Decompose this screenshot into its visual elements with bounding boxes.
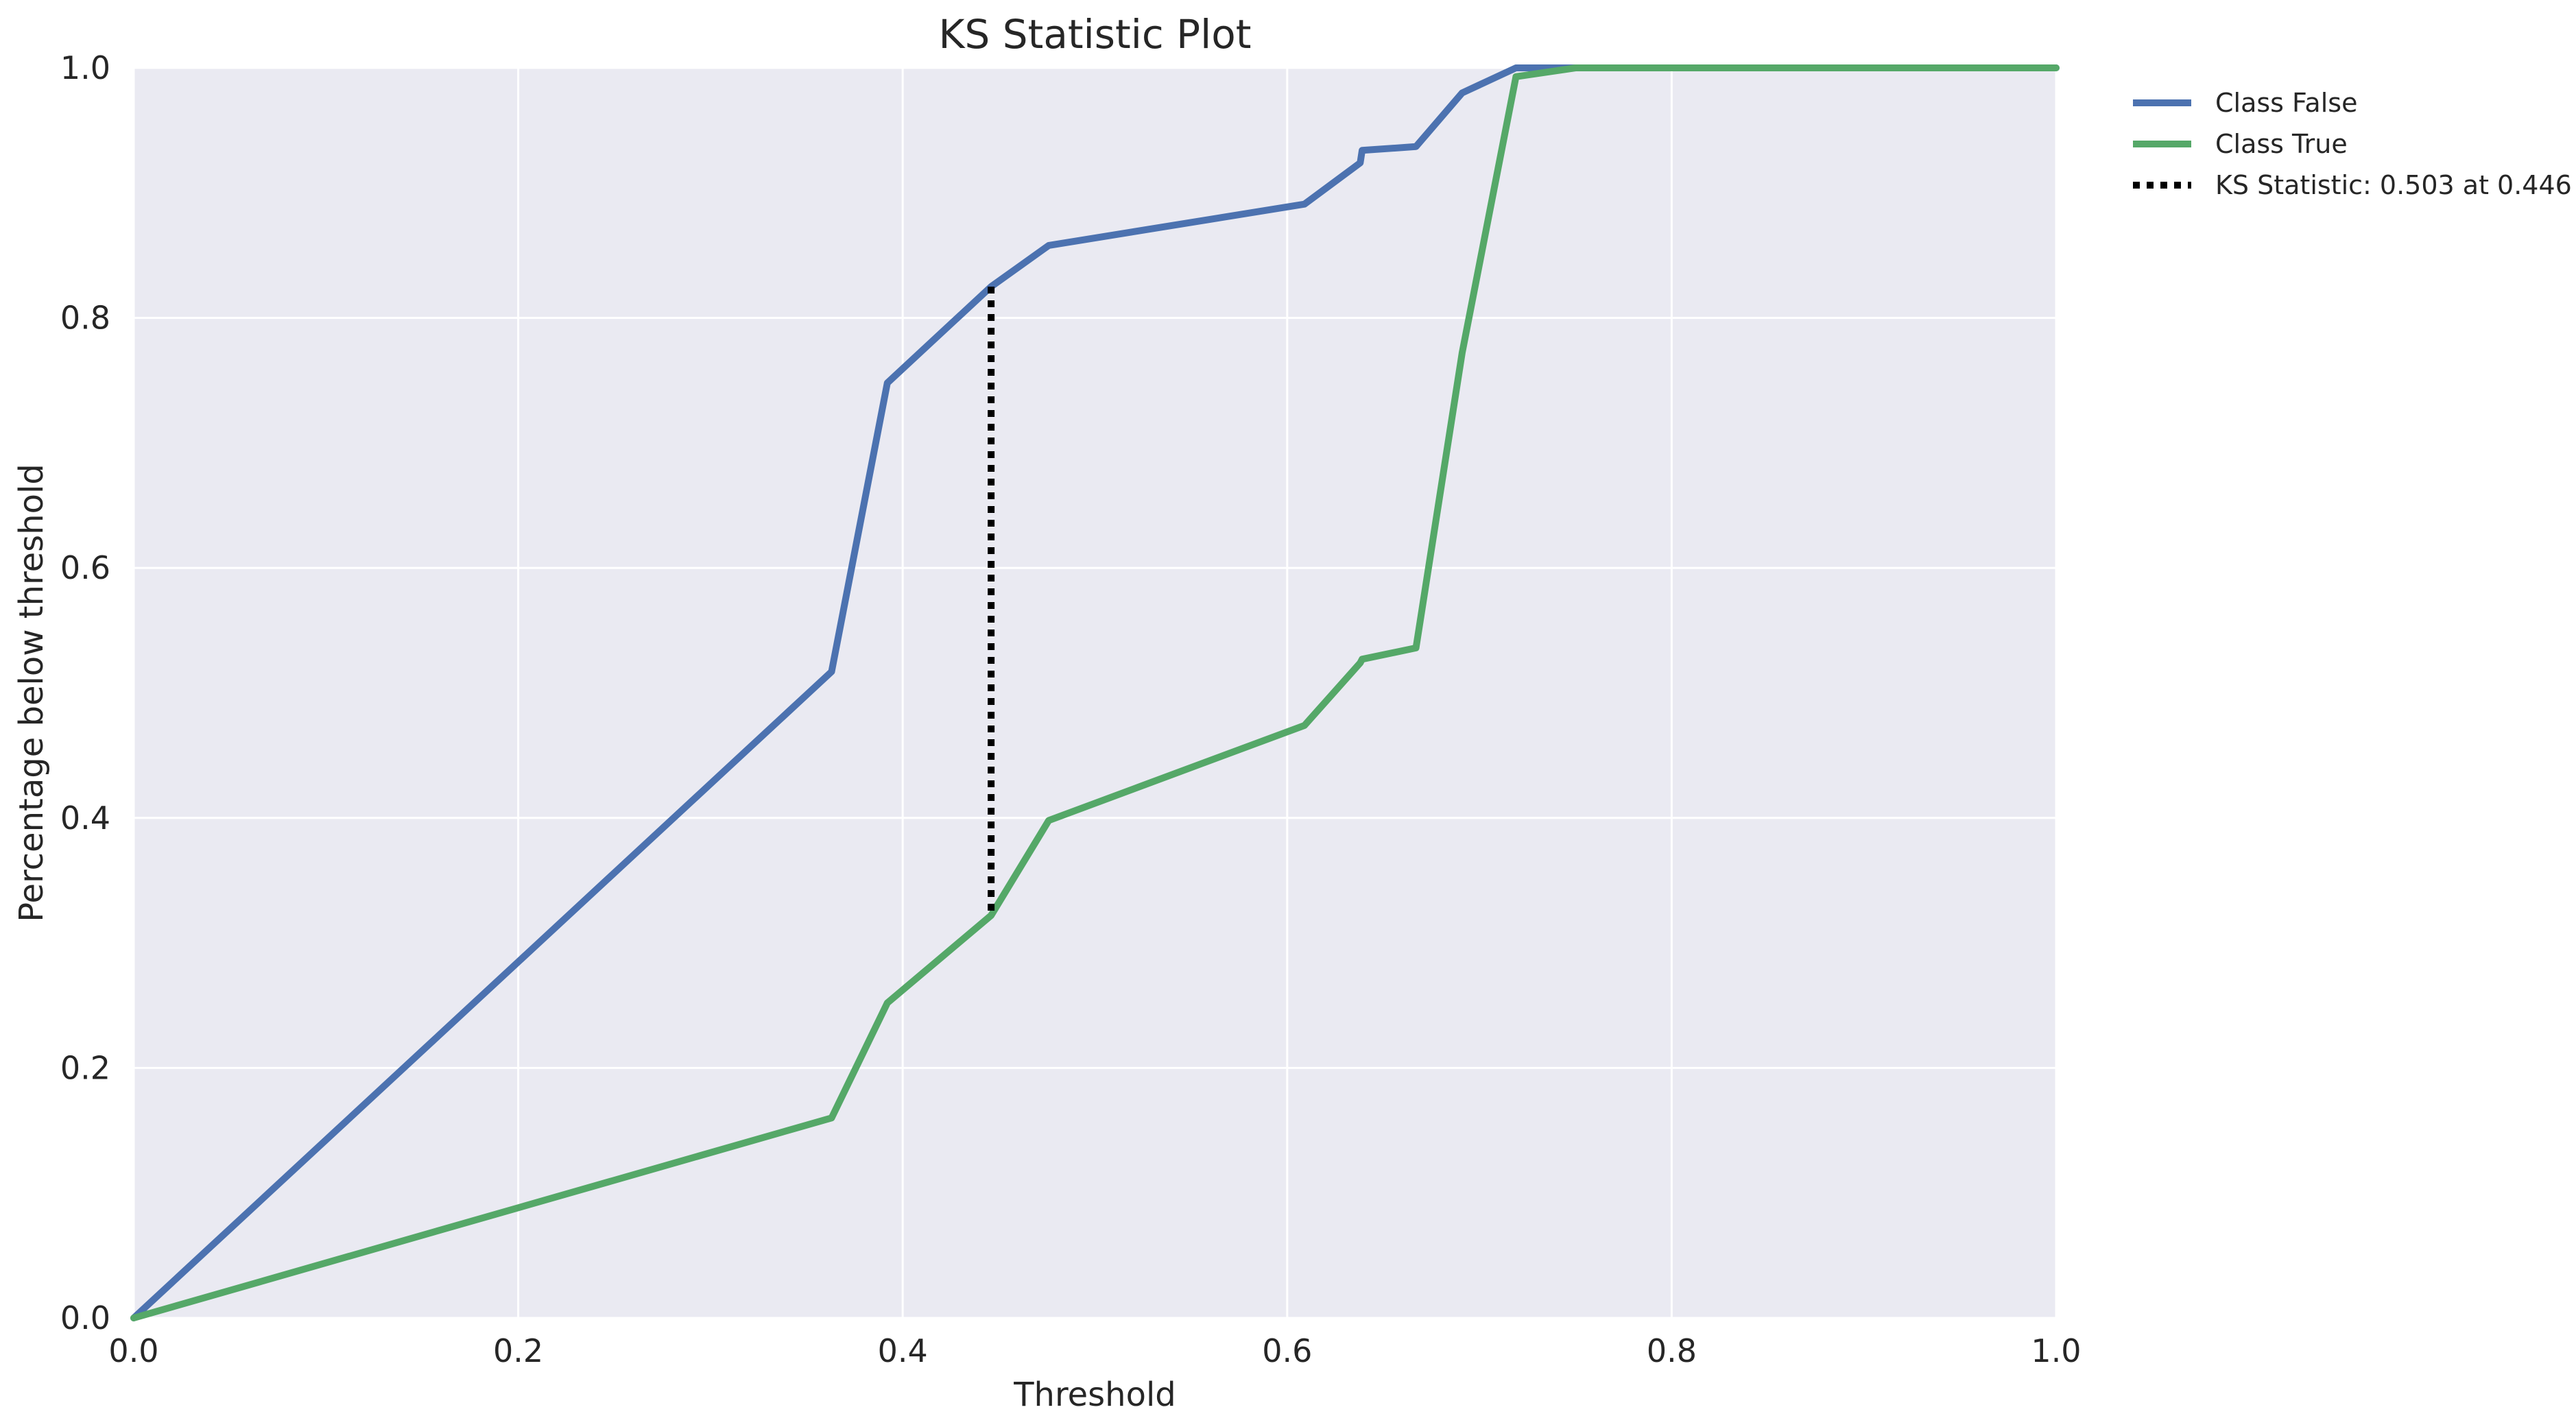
series-line-class-true [130,64,2060,1321]
x-tick-label: 0.8 [1647,1332,1697,1369]
x-tick-label: 0.2 [493,1332,543,1369]
y-axis-title: Percentage below threshold [12,464,51,922]
tick-labels: 0.0 0.2 0.4 0.6 0.8 1.0 0.0 0.2 0.4 0.6 0.8 1.0 [60,49,2082,1369]
y-tick-label: 0.6 [60,549,110,586]
legend-label: Class True [2215,129,2348,159]
series-line-class-false [130,64,2060,1321]
y-tick-label: 0.0 [60,1299,110,1336]
grid-lines [132,67,2058,1319]
x-tick-label: 0.0 [108,1332,158,1369]
legend: Class False Class True KS Statistic: 0.503… [2133,88,2572,200]
plot-area-background [134,68,2056,1318]
x-tick-label: 0.4 [878,1332,928,1369]
x-axis-title: Threshold [1013,1376,1176,1414]
y-tick-label: 0.4 [60,800,110,837]
legend-label: Class False [2215,88,2357,118]
y-tick-label: 0.2 [60,1049,110,1086]
x-tick-label: 0.6 [1262,1332,1312,1369]
y-tick-label: 1.0 [60,49,110,86]
x-tick-label: 1.0 [2031,1332,2081,1369]
y-tick-label: 0.8 [60,300,110,337]
legend-label: KS Statistic: 0.503 at 0.446 [2215,170,2572,200]
chart-title: KS Statistic Plot [939,11,1252,58]
data-series [130,64,2060,1321]
